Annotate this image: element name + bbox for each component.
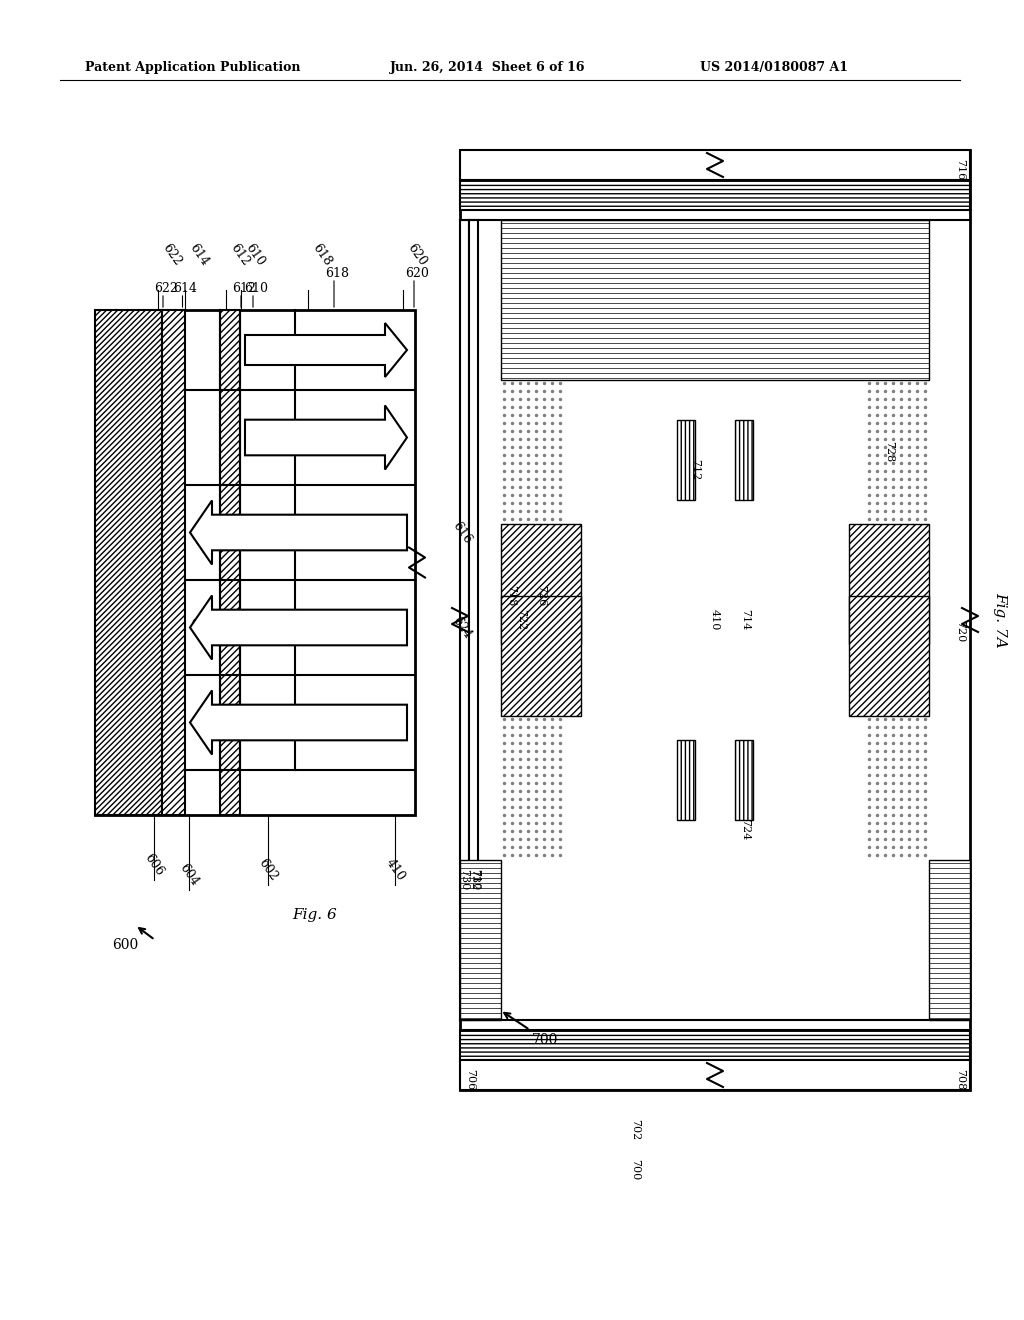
- Text: 610: 610: [243, 242, 267, 268]
- Text: 626: 626: [187, 614, 211, 642]
- Text: US 2014/0180087 A1: US 2014/0180087 A1: [700, 62, 848, 74]
- Text: 702: 702: [630, 1119, 640, 1140]
- Bar: [501, 524, 581, 644]
- Text: Patent Application Publication: Patent Application Publication: [85, 62, 300, 74]
- Polygon shape: [190, 500, 407, 565]
- Text: 612: 612: [232, 282, 256, 294]
- Bar: [735, 741, 753, 820]
- Text: 706: 706: [465, 1069, 475, 1090]
- Bar: [95, 310, 415, 814]
- Text: 710: 710: [470, 870, 480, 891]
- Bar: [501, 597, 581, 715]
- Bar: [677, 420, 695, 500]
- Text: 618: 618: [310, 242, 335, 268]
- Bar: [460, 1030, 970, 1060]
- Polygon shape: [245, 405, 407, 470]
- Bar: [460, 150, 970, 180]
- Polygon shape: [190, 690, 407, 755]
- Text: 604: 604: [177, 862, 201, 888]
- Text: 620: 620: [406, 242, 429, 268]
- Text: 410: 410: [383, 857, 408, 883]
- Bar: [460, 861, 501, 1020]
- Polygon shape: [190, 595, 407, 660]
- Text: 616: 616: [450, 519, 474, 546]
- Text: 624: 624: [450, 614, 474, 642]
- Text: 602: 602: [255, 857, 280, 883]
- Text: 714: 714: [740, 610, 750, 631]
- Text: 716: 716: [955, 160, 965, 181]
- Bar: [95, 310, 162, 814]
- Text: Jun. 26, 2014  Sheet 6 of 16: Jun. 26, 2014 Sheet 6 of 16: [390, 62, 586, 74]
- Bar: [501, 220, 929, 380]
- Bar: [469, 220, 478, 1020]
- Text: 728: 728: [884, 441, 894, 462]
- Text: 726: 726: [536, 585, 546, 607]
- Polygon shape: [245, 323, 407, 378]
- Text: Fig. 7A: Fig. 7A: [993, 593, 1007, 648]
- Bar: [162, 310, 185, 814]
- Text: 622: 622: [160, 242, 184, 268]
- Text: 700: 700: [630, 1159, 640, 1180]
- Text: 708: 708: [955, 1069, 965, 1090]
- Text: 614: 614: [187, 242, 211, 268]
- Text: 618: 618: [325, 267, 349, 280]
- Text: 724: 724: [740, 820, 750, 841]
- Text: 614: 614: [173, 282, 198, 294]
- Bar: [460, 180, 970, 210]
- Text: 718: 718: [506, 585, 516, 607]
- Bar: [677, 741, 695, 820]
- Text: 712: 712: [690, 459, 700, 480]
- Text: 720: 720: [955, 622, 965, 643]
- Bar: [460, 150, 970, 1090]
- Bar: [849, 524, 929, 644]
- Text: 606: 606: [141, 851, 166, 879]
- Text: 700: 700: [531, 1034, 558, 1047]
- Text: 610: 610: [244, 282, 268, 294]
- Text: Fig. 6: Fig. 6: [293, 908, 337, 921]
- Text: 612: 612: [228, 242, 252, 268]
- Bar: [460, 220, 469, 1020]
- Text: 722: 722: [516, 610, 525, 631]
- Bar: [929, 861, 970, 1020]
- Text: 732: 732: [469, 870, 479, 891]
- Text: 622: 622: [154, 282, 178, 294]
- Bar: [735, 420, 753, 500]
- Bar: [460, 1060, 970, 1090]
- Bar: [849, 597, 929, 715]
- Text: 730: 730: [460, 870, 470, 891]
- Text: 608: 608: [187, 529, 211, 556]
- Text: 620: 620: [406, 267, 429, 280]
- Text: 600: 600: [112, 939, 138, 952]
- Text: 410: 410: [710, 610, 720, 631]
- Bar: [220, 310, 240, 814]
